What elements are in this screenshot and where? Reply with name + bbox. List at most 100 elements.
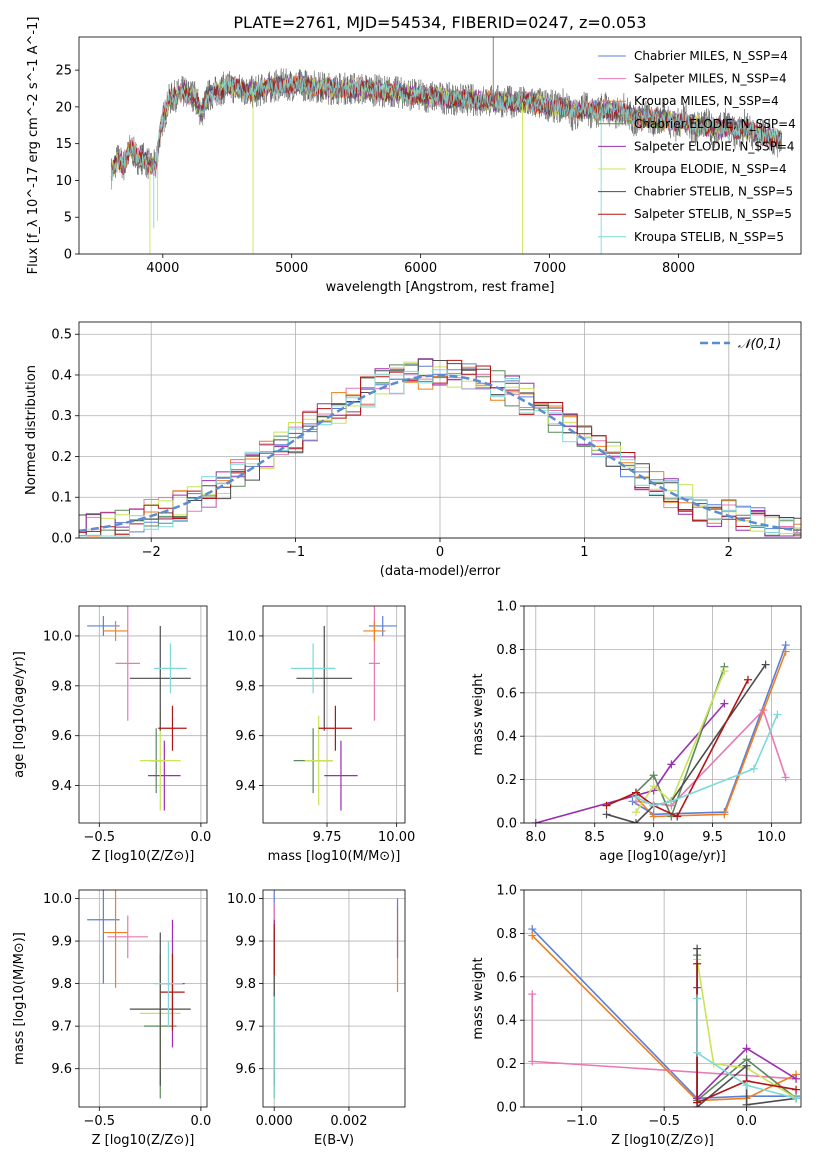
legend-label: Salpeter STELIB, N_SSP=5 xyxy=(634,207,792,221)
x-axis-label: Z [log10(Z/Z⊙)] xyxy=(92,1133,195,1148)
legend-label: 𝒩(0,1) xyxy=(738,337,781,352)
y-tick-label: 0.8 xyxy=(496,927,517,942)
y-tick-label: 1.0 xyxy=(496,884,517,899)
data-point xyxy=(742,1044,751,1053)
plot-area xyxy=(273,890,399,1099)
legend-label: Salpeter ELODIE, N_SSP=4 xyxy=(634,139,795,153)
x-tick-label: 9.0 xyxy=(643,830,664,845)
axes-frame xyxy=(262,605,406,824)
y-tick-label: 0.2 xyxy=(496,1057,517,1072)
y-tick-label: 0.2 xyxy=(51,450,72,465)
data-point xyxy=(673,812,682,821)
x-axis-label: E(B-V) xyxy=(314,1133,354,1148)
data-point xyxy=(792,1074,801,1083)
data-point xyxy=(720,699,729,708)
legend-label: Kroupa ELODIE, N_SSP=4 xyxy=(634,162,787,176)
histogram-series xyxy=(79,359,801,535)
data-point xyxy=(631,808,640,817)
x-tick-label: 5000 xyxy=(275,261,308,276)
weight-series xyxy=(635,666,726,819)
axes-frame xyxy=(78,321,802,539)
y-tick-label: 10.0 xyxy=(227,892,256,907)
x-tick-label: 9.75 xyxy=(313,830,342,845)
x-tick-label: 8.5 xyxy=(584,830,605,845)
legend: Chabrier MILES, N_SSP=4 Salpeter MILES, N… xyxy=(598,49,796,244)
y-tick-label: 10 xyxy=(55,174,72,189)
x-tick-label: −1.0 xyxy=(566,1114,598,1129)
weight-series xyxy=(531,928,797,1100)
data-point xyxy=(761,660,770,669)
legend-label: Salpeter MILES, N_SSP=4 xyxy=(634,72,787,86)
data-point xyxy=(649,801,658,810)
legend-label: Kroupa MILES, N_SSP=4 xyxy=(634,94,779,108)
y-axis-label: Normed distribution xyxy=(24,365,39,495)
plot-area xyxy=(110,37,783,254)
axes-frame xyxy=(523,605,802,824)
gridlines xyxy=(263,606,405,823)
gridlines xyxy=(79,606,207,823)
y-tick-label: 0.0 xyxy=(51,532,72,547)
y-tick-label: 25 xyxy=(55,64,72,79)
panel-age_vs_Z: −0.5 0.0 9.4 9.6 9.8 10.0 Z [log10(Z/Z⊙)] age [… xyxy=(12,605,212,864)
data-point xyxy=(720,810,729,819)
data-point xyxy=(693,959,702,968)
data-point xyxy=(528,990,537,999)
y-tick-label: 0 xyxy=(64,248,72,263)
histogram-series xyxy=(79,369,801,537)
x-tick-label: 10.0 xyxy=(757,830,786,845)
panel-spectrum: 4000 5000 6000 7000 8000 0 5 10 15 20 25 PLATE=2761… xyxy=(26,13,802,295)
x-axis-label: mass [log10(M/M⊙)] xyxy=(268,849,401,864)
y-tick-label: 9.8 xyxy=(235,977,256,992)
x-axis-label: Z [log10(Z/Z⊙)] xyxy=(611,1133,714,1148)
legend-label: Chabrier MILES, N_SSP=4 xyxy=(634,49,788,63)
y-tick-label: 9.6 xyxy=(235,1062,256,1077)
data-point xyxy=(649,782,658,791)
x-axis-label: (data-model)/error xyxy=(380,564,501,579)
data-point xyxy=(667,760,676,769)
legend-label: Chabrier STELIB, N_SSP=5 xyxy=(634,185,793,199)
chart-title: PLATE=2761, MJD=54534, FIBERID=0247, z=0… xyxy=(233,13,646,32)
data-point xyxy=(742,1061,751,1070)
y-tick-label: 0.6 xyxy=(496,686,517,701)
legend: 𝒩(0,1) xyxy=(700,337,781,352)
data-point xyxy=(781,773,790,782)
y-tick-label: 9.8 xyxy=(235,679,256,694)
y-tick-label: 0.4 xyxy=(496,1014,517,1029)
y-tick-label: 9.6 xyxy=(235,729,256,744)
x-axis-label: age [log10(age/yr)] xyxy=(599,849,726,864)
x-tick-label: 0 xyxy=(436,545,444,560)
gridlines xyxy=(79,890,207,1107)
y-tick-label: 0.0 xyxy=(496,1101,517,1116)
data-point xyxy=(528,1057,537,1066)
x-tick-label: 0.0 xyxy=(191,830,212,845)
x-tick-label: 7000 xyxy=(533,261,566,276)
x-tick-label: −0.5 xyxy=(84,830,116,845)
legend-label: Chabrier ELODIE, N_SSP=4 xyxy=(634,117,796,131)
data-point xyxy=(531,819,540,823)
data-point xyxy=(693,1048,702,1057)
data-point xyxy=(693,944,702,953)
y-tick-label: 9.8 xyxy=(51,679,72,694)
weight-series xyxy=(535,703,726,823)
x-tick-label: 0.000 xyxy=(256,1114,293,1129)
weight-series xyxy=(696,959,797,1099)
y-tick-label: 0.5 xyxy=(51,328,72,343)
y-axis-label: mass weight xyxy=(471,957,486,1039)
x-tick-label: −0.5 xyxy=(648,1114,680,1129)
plot-area xyxy=(531,641,790,823)
panel-mass_vs_Z: −0.5 0.0 9.6 9.7 9.8 9.9 10.0 Z [log10(Z/Z⊙)] ma… xyxy=(12,889,212,1148)
x-tick-label: 9.5 xyxy=(702,830,723,845)
y-tick-label: 9.6 xyxy=(51,1062,72,1077)
panel-mass_vs_EBV: 0.000 0.002 9.6 9.7 9.8 9.9 10.0 E(B-V) xyxy=(227,889,406,1148)
x-tick-label: 0.0 xyxy=(736,1114,757,1129)
data-point xyxy=(528,931,537,940)
x-tick-label: 0.0 xyxy=(191,1114,212,1129)
data-point xyxy=(602,801,611,810)
y-axis-label: age [log10(age/yr)] xyxy=(12,651,27,778)
plot-area xyxy=(79,358,801,537)
x-tick-label: −0.5 xyxy=(84,1114,116,1129)
x-tick-label: 1 xyxy=(580,545,588,560)
histogram-series xyxy=(79,358,801,537)
y-tick-label: 10.0 xyxy=(43,892,72,907)
